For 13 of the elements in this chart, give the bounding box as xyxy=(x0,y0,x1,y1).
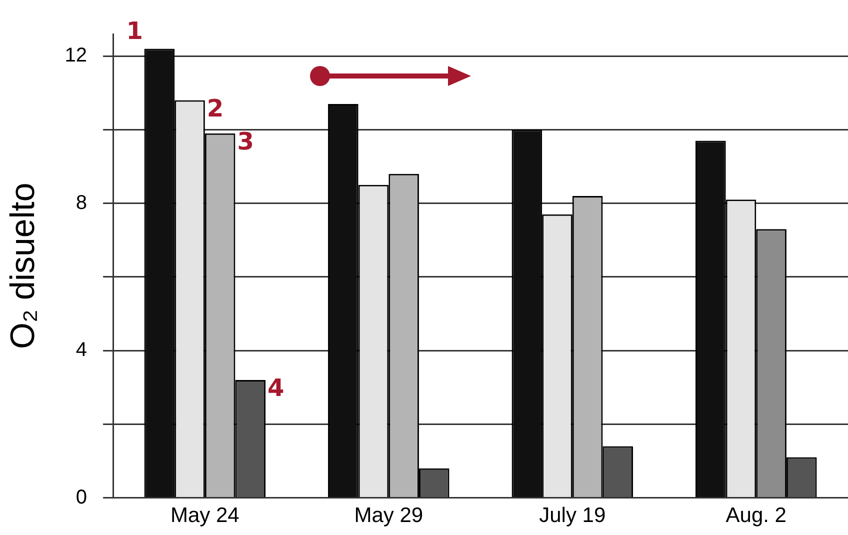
x-tick-label: May 24 xyxy=(170,504,240,528)
y-tick-label: 4 xyxy=(76,339,88,362)
y-tick-label: 8 xyxy=(76,192,88,214)
x-tick-label: July 19 xyxy=(539,504,606,528)
series-label: 4 xyxy=(268,374,284,402)
x-tick-label: Aug. 2 xyxy=(726,504,786,528)
series-label: 2 xyxy=(206,94,224,122)
series-label: 3 xyxy=(237,128,254,156)
y-axis-title: O₂ disuelto xyxy=(4,182,42,350)
y-tick-label: 12 xyxy=(64,44,88,67)
y-tick-label: 0 xyxy=(76,486,88,508)
x-tick-label: May 29 xyxy=(354,504,424,528)
series-label: 1 xyxy=(126,16,143,45)
